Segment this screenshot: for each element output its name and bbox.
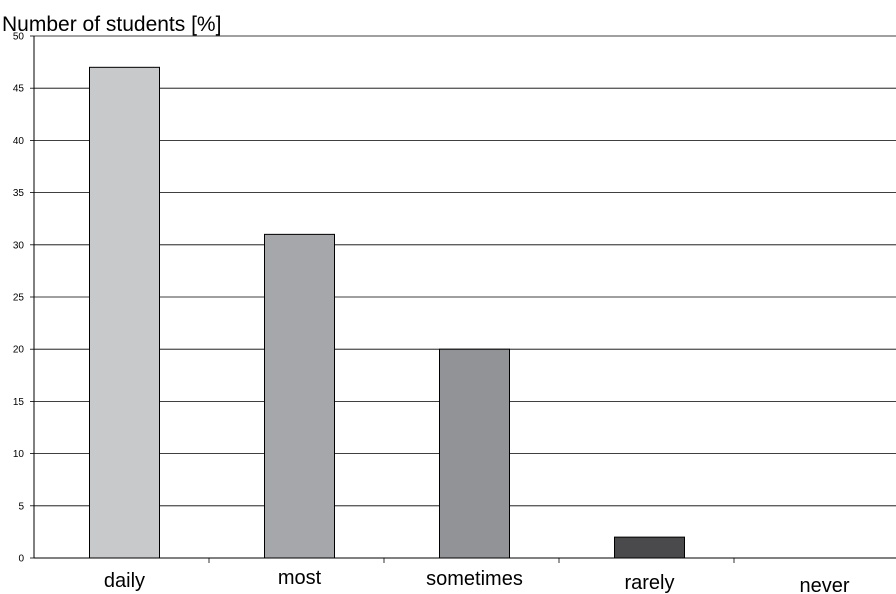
y-tick-label: 5 — [18, 501, 24, 512]
y-tick-label: 20 — [13, 345, 25, 356]
y-ticks: 0 5 10 15 20 25 30 35 40 45 50 — [13, 32, 34, 565]
y-tick-label: 0 — [18, 554, 24, 565]
bar-most — [264, 233, 335, 559]
y-tick-label: 30 — [13, 240, 25, 251]
bar-sometimes — [439, 348, 510, 559]
y-axis-label: Number of students [%] — [2, 13, 221, 36]
x-ticks: daily most sometimes rarely never — [104, 558, 850, 594]
y-tick-label: 45 — [13, 84, 25, 95]
y-tick-label: 15 — [13, 397, 25, 408]
x-tick-label-rarely: rarely — [624, 572, 674, 594]
y-tick-label: 10 — [13, 449, 25, 460]
x-tick-label-sometimes: sometimes — [426, 568, 523, 590]
y-tick-label: 40 — [13, 136, 25, 147]
y-tick-label: 50 — [13, 32, 25, 43]
bar-daily — [89, 66, 160, 559]
y-tick-label: 35 — [13, 188, 25, 199]
y-tick-label: 25 — [13, 293, 25, 304]
x-tick-label-never: never — [799, 575, 849, 594]
bar-rarely — [614, 536, 685, 559]
gridlines — [34, 35, 896, 507]
bars — [89, 66, 685, 559]
x-tick-label-most: most — [278, 567, 322, 589]
x-tick-label-daily: daily — [104, 570, 145, 592]
